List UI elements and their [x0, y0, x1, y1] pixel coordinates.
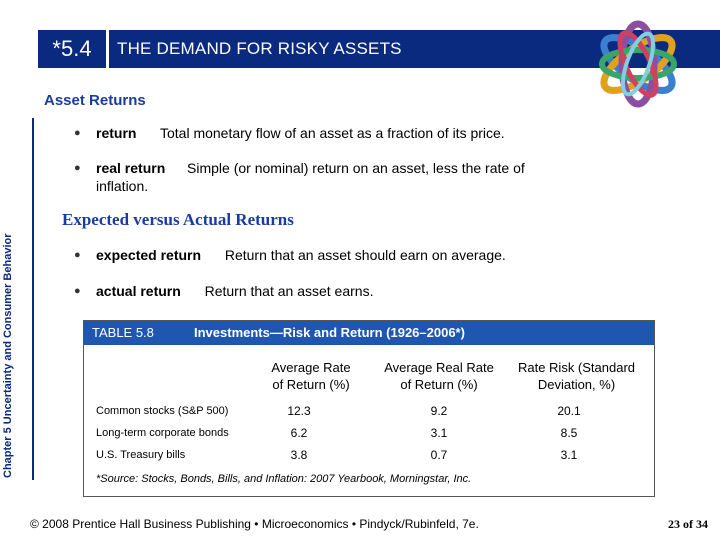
page-number: 23 of 34: [668, 517, 708, 531]
table-header: TABLE 5.8 Investments—Risk and Return (1…: [84, 321, 654, 345]
side-rule: [32, 118, 34, 480]
row-label: Common stocks (S&P 500): [96, 405, 229, 417]
table-number: TABLE 5.8: [92, 325, 154, 340]
bullet-dot-icon: ●: [74, 249, 81, 261]
header-separator: [106, 30, 109, 68]
column-header: Average Real Rate of Return (%): [384, 360, 494, 392]
column-header: Rate Risk (Standard Deviation, %): [517, 360, 636, 392]
table-title: Investments—Risk and Return (1926–2006*): [194, 325, 465, 340]
bullet-dot-icon: ●: [74, 285, 81, 297]
chapter-side-label: Chapter 5 Uncertainty and Consumer Behav…: [2, 233, 14, 478]
table-cell: 9.2: [430, 404, 448, 418]
definition-expected-return: Return that an asset should earn on aver…: [224, 247, 506, 263]
table-cell: 3.1: [560, 448, 578, 462]
definition-real-return: Simple (or nominal) return on an asset, …: [187, 160, 525, 176]
table-5-8: TABLE 5.8 Investments—Risk and Return (1…: [83, 320, 655, 497]
asset-returns-heading: Asset Returns: [44, 92, 146, 109]
bullet-dot-icon: ●: [74, 127, 81, 139]
section-title: THE DEMAND FOR RISKY ASSETS: [117, 39, 402, 58]
table-cell: 0.7: [430, 448, 448, 462]
table-source-note: *Source: Stocks, Bonds, Bills, and Infla…: [96, 473, 472, 485]
expected-vs-actual-heading: Expected versus Actual Returns: [62, 210, 294, 229]
definition-actual-return: Return that an asset earns.: [204, 283, 374, 299]
footer-copyright: © 2008 Prentice Hall Business Publishing…: [30, 517, 479, 531]
rings-logo-icon: [599, 20, 677, 108]
term-return: return: [96, 125, 137, 141]
term-real-return: real return: [96, 160, 166, 176]
header-notch: [0, 30, 38, 68]
bullet-dot-icon: ●: [74, 162, 81, 174]
table-cell: 6.2: [290, 426, 308, 440]
header-bar: [0, 30, 720, 68]
row-label: Long-term corporate bonds: [96, 427, 229, 439]
table-cell: 20.1: [557, 404, 581, 418]
definition-real-return-cont: inflation.: [96, 178, 149, 194]
table-cell: 3.8: [290, 448, 308, 462]
table-cell: 12.3: [287, 404, 311, 418]
table-cell: 3.1: [430, 426, 448, 440]
table-cell: 8.5: [560, 426, 578, 440]
section-number: *5.4: [38, 30, 106, 68]
term-expected-return: expected return: [96, 247, 202, 263]
row-label: U.S. Treasury bills: [96, 449, 186, 461]
column-header: Average Rate of Return (%): [271, 360, 351, 392]
term-actual-return: actual return: [96, 283, 181, 299]
definition-return: Total monetary flow of an asset as a fra…: [159, 125, 505, 141]
